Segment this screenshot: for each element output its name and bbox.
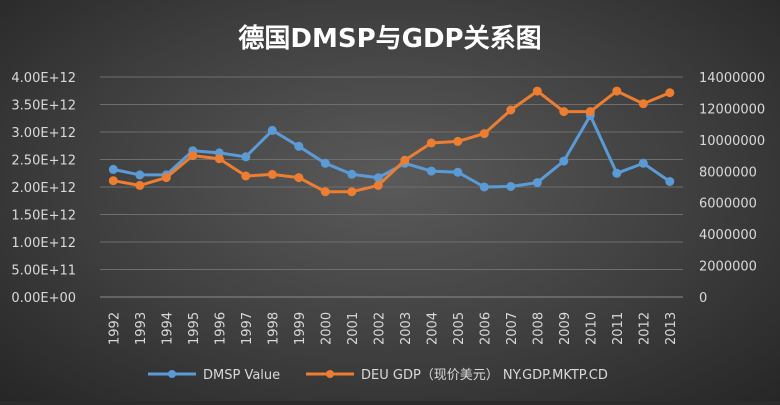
right-axis: 0 2000000 4000000 6000000 8000000 10000000 120… (699, 71, 765, 306)
series-0-point (241, 152, 251, 162)
left-axis-tick-label: 3.50E+12 (11, 99, 76, 114)
series-1-point (347, 187, 357, 197)
series-1-point (506, 105, 516, 115)
series-1-point (214, 154, 224, 164)
series-1-point (638, 99, 648, 109)
series-1-point (532, 86, 542, 96)
x-axis-tick-label: 2003 (399, 312, 414, 345)
series-1-point (479, 129, 489, 139)
x-axis: 1992 1993 1994 1995 1996 1997 1998 1999 2000 2001… (107, 312, 679, 345)
series-0-point (532, 178, 542, 188)
series-0-point (320, 158, 330, 168)
left-axis-tick-label: 2.00E+12 (11, 181, 76, 196)
left-axis-tick-label: 1.00E+12 (11, 236, 76, 251)
series-0-point (135, 170, 145, 180)
left-axis-tick-label: 0.00E+00 (11, 291, 76, 306)
x-axis-tick-label: 2009 (558, 312, 573, 345)
series-0-point (506, 182, 516, 191)
legend-label-gdp: DEU GDP（现价美元） NY.GDP.MKTP.CD (361, 368, 608, 383)
x-axis-tick-label: 2007 (505, 312, 520, 345)
series-1-point (612, 86, 622, 96)
right-axis-tick-label: 10000000 (699, 134, 765, 149)
series-1-point (400, 155, 410, 165)
x-axis-tick-label: 1995 (187, 312, 202, 345)
x-axis-tick-label: 1996 (213, 312, 228, 345)
series-0-point (267, 125, 277, 135)
right-axis-tick-label: 0 (699, 291, 707, 306)
right-axis-tick-label: 8000000 (699, 165, 757, 180)
x-axis-tick-label: 1993 (134, 312, 149, 345)
series-0-point (373, 173, 383, 183)
x-axis-tick-label: 2011 (611, 312, 626, 345)
right-axis-tick-label: 6000000 (699, 197, 757, 212)
left-axis-tick-label: 5.00E+11 (11, 264, 76, 279)
series-0-point (638, 158, 648, 168)
left-axis-tick-label: 4.00E+12 (11, 71, 76, 86)
series-line-1 (111, 89, 672, 194)
x-axis-tick-label: 2005 (452, 312, 467, 345)
x-axis-tick-label: 2013 (664, 312, 679, 345)
legend-swatch-gdp-marker (326, 370, 334, 378)
legend-item-dmsp[interactable]: DMSP Value (148, 368, 280, 383)
left-axis-tick-label: 2.50E+12 (11, 154, 76, 169)
x-axis-tick-label: 1999 (293, 312, 308, 345)
x-axis-tick-label: 2012 (637, 312, 652, 345)
x-axis-tick-label: 2004 (425, 312, 440, 345)
series-0-point (559, 156, 569, 166)
series-1-point (453, 136, 463, 146)
series-0-point (294, 141, 304, 151)
x-axis-tick-label: 2000 (319, 312, 334, 345)
legend: DMSP Value DEU GDP（现价美元） NY.GDP.MKTP.CD (148, 368, 608, 383)
series-1-point (373, 180, 383, 190)
series-0-point (108, 164, 118, 174)
series-1-point (135, 180, 145, 190)
right-axis-tick-label: 14000000 (699, 71, 765, 86)
left-axis-tick-label: 3.00E+12 (11, 126, 76, 141)
legend-swatch-dmsp-marker (168, 370, 176, 378)
series-1-point (188, 151, 198, 161)
series-1-point (108, 176, 118, 186)
chart-title: 德国DMSP与GDP关系图 (238, 24, 541, 54)
x-axis-tick-label: 1994 (160, 312, 175, 345)
right-axis-tick-label: 12000000 (699, 102, 765, 117)
series-0-point (426, 166, 436, 176)
left-axis: 0.00E+00 5.00E+11 1.00E+12 1.50E+12 2.00E+12… (11, 71, 76, 306)
series-1-point (294, 173, 304, 183)
gridlines (100, 76, 683, 298)
right-axis-tick-label: 2000000 (699, 260, 757, 275)
legend-item-gdp[interactable]: DEU GDP（现价美元） NY.GDP.MKTP.CD (306, 368, 608, 383)
legend-label-dmsp: DMSP Value (203, 368, 280, 383)
series-layer (108, 86, 675, 197)
series-1-point (267, 169, 277, 179)
series-0-point (479, 182, 489, 192)
x-axis-tick-label: 2008 (531, 312, 546, 345)
x-axis-tick-label: 2002 (372, 312, 387, 345)
series-1-point (426, 138, 436, 148)
right-axis-tick-label: 4000000 (699, 228, 757, 243)
x-axis-tick-label: 2010 (584, 312, 599, 345)
series-1-point (665, 88, 675, 98)
x-axis-tick-label: 1997 (240, 312, 255, 345)
series-1-point (241, 171, 251, 181)
x-axis-tick-label: 2006 (478, 312, 493, 345)
series-1-point (559, 107, 569, 117)
series-0-point (347, 169, 357, 179)
series-line-0 (111, 114, 672, 189)
x-axis-tick-label: 2001 (346, 312, 361, 345)
series-1-point (161, 173, 171, 183)
x-axis-tick-label: 1998 (266, 312, 281, 345)
series-0-point (665, 177, 675, 186)
series-0-point (612, 168, 622, 178)
series-1-point (320, 187, 330, 197)
x-axis-tick-label: 1992 (107, 312, 122, 345)
left-axis-tick-label: 1.50E+12 (11, 209, 76, 224)
series-1-point (585, 107, 595, 117)
series-0-point (453, 167, 463, 177)
